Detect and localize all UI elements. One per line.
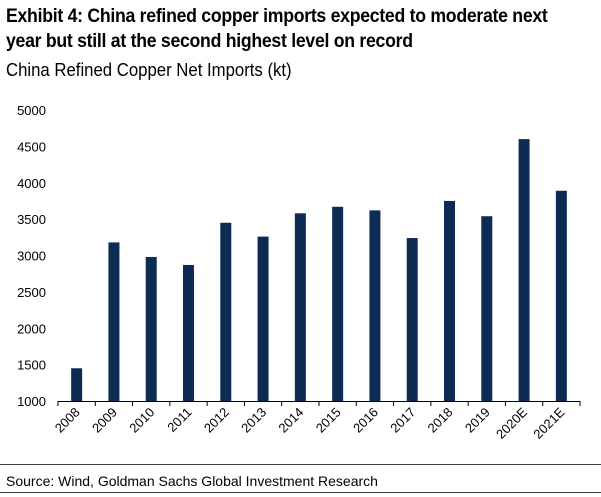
bar-2014 xyxy=(294,213,306,401)
bar-2011 xyxy=(183,264,194,401)
y-tick-label: 4000 xyxy=(17,176,46,191)
x-tick-label: 2016 xyxy=(350,405,381,436)
chart-subtitle: China Refined Copper Net Imports (kt) xyxy=(6,60,292,80)
y-tick-label: 4500 xyxy=(17,139,46,154)
source-note: Source: Wind, Goldman Sachs Global Inves… xyxy=(6,473,378,489)
bar-2013 xyxy=(257,236,269,401)
x-tick-label: 2021E xyxy=(530,404,567,441)
footer-rule-top xyxy=(0,464,601,465)
bar-2017 xyxy=(406,238,418,401)
bar-2010 xyxy=(145,256,157,401)
x-tick-label: 2011 xyxy=(164,405,194,435)
bar-2019 xyxy=(481,216,493,401)
bar-2021E xyxy=(555,190,567,401)
x-tick-label: 2017 xyxy=(387,405,418,436)
y-tick-label: 2000 xyxy=(17,321,46,336)
chart-title: Exhibit 4: China refined copper imports … xyxy=(6,6,548,52)
y-tick-label: 3500 xyxy=(17,212,46,227)
y-tick-label: 5000 xyxy=(17,103,46,118)
x-tick-label: 2015 xyxy=(313,405,344,436)
bar-2018 xyxy=(444,200,455,401)
y-axis-ticks: 1000 1500 2000 2500 3000 3500 4000 4500 5000 xyxy=(17,103,46,409)
x-tick-label: 2010 xyxy=(126,405,157,436)
footer-rule-bottom xyxy=(0,492,601,493)
y-tick-label: 1500 xyxy=(17,358,46,373)
x-tick-label: 2013 xyxy=(238,405,269,436)
bar-2015 xyxy=(332,206,344,401)
y-tick-label: 1000 xyxy=(17,394,46,409)
x-tick-label: 2020E xyxy=(493,404,530,441)
x-tick-label: 2014 xyxy=(275,405,306,436)
bars xyxy=(71,139,567,401)
bar-2012 xyxy=(220,222,232,401)
bar-2009 xyxy=(108,242,120,401)
x-tick-label: 2019 xyxy=(462,405,493,436)
x-axis-ticks: 2008 2009 2010 2011 2012 2013 2014 2015 2016 2017… xyxy=(52,401,581,442)
y-tick-label: 2500 xyxy=(17,285,46,300)
x-tick-label: 2012 xyxy=(201,405,232,436)
bar-2020E xyxy=(518,139,530,401)
x-tick-label: 2009 xyxy=(89,405,120,436)
x-tick-label: 2008 xyxy=(52,405,83,436)
y-tick-label: 3000 xyxy=(17,249,46,264)
bar-2016 xyxy=(369,210,381,401)
bar-2008 xyxy=(71,368,83,401)
x-tick-label: 2018 xyxy=(425,405,456,436)
